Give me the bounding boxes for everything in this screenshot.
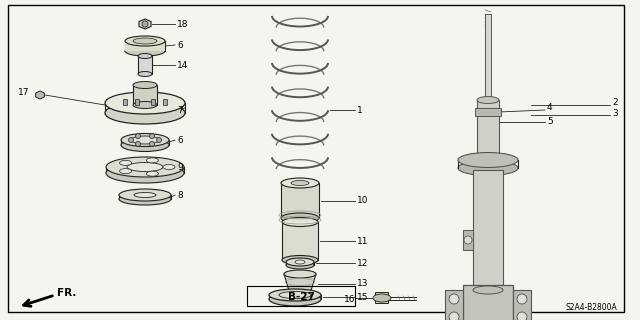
Text: 17: 17 [18, 87, 29, 97]
Circle shape [150, 141, 154, 146]
Bar [151, 99, 155, 105]
Circle shape [517, 294, 527, 304]
Ellipse shape [131, 136, 159, 144]
Bar [125, 41, 165, 51]
Text: B-27: B-27 [287, 292, 314, 302]
Ellipse shape [127, 163, 163, 172]
Ellipse shape [269, 289, 321, 301]
Bar [463, 230, 473, 250]
Ellipse shape [133, 82, 157, 89]
Text: FR.: FR. [57, 288, 76, 298]
Bar [281, 183, 319, 218]
Text: 8: 8 [177, 190, 183, 199]
Ellipse shape [477, 97, 499, 103]
Ellipse shape [286, 258, 314, 266]
Bar [473, 170, 503, 290]
Circle shape [517, 312, 527, 320]
Ellipse shape [473, 286, 503, 294]
Ellipse shape [125, 36, 165, 46]
Text: 9: 9 [177, 163, 183, 172]
Text: 1: 1 [357, 106, 363, 115]
Bar [247, 286, 355, 306]
Text: 5: 5 [547, 116, 553, 125]
Circle shape [157, 138, 161, 142]
Text: 16: 16 [344, 294, 355, 303]
Circle shape [136, 134, 141, 139]
Ellipse shape [125, 46, 165, 56]
Ellipse shape [295, 260, 305, 264]
Text: 4: 4 [547, 102, 552, 111]
Ellipse shape [138, 53, 152, 59]
FancyBboxPatch shape [376, 292, 388, 303]
Ellipse shape [282, 255, 318, 265]
Ellipse shape [121, 133, 169, 147]
Ellipse shape [286, 261, 314, 269]
Text: 12: 12 [357, 259, 369, 268]
Text: 6: 6 [177, 135, 183, 145]
Ellipse shape [373, 294, 391, 302]
Ellipse shape [134, 193, 156, 197]
Text: 18: 18 [177, 20, 189, 28]
Polygon shape [284, 274, 316, 294]
Ellipse shape [106, 157, 184, 177]
Ellipse shape [120, 160, 132, 165]
Ellipse shape [147, 171, 159, 176]
Ellipse shape [147, 158, 159, 163]
Text: 7: 7 [177, 106, 183, 115]
Bar [135, 99, 139, 105]
Text: 11: 11 [357, 236, 369, 245]
Bar [123, 99, 127, 105]
Circle shape [449, 294, 459, 304]
Text: 10: 10 [357, 196, 369, 205]
Bar [475, 108, 501, 116]
Ellipse shape [284, 270, 316, 278]
Ellipse shape [279, 292, 311, 299]
Bar [513, 290, 531, 320]
Polygon shape [36, 91, 44, 99]
Ellipse shape [138, 71, 152, 76]
Ellipse shape [106, 163, 184, 183]
Circle shape [150, 134, 154, 139]
Text: S2A4-B2800A: S2A4-B2800A [565, 303, 617, 313]
Ellipse shape [120, 169, 132, 174]
Circle shape [464, 236, 472, 244]
Bar [282, 222, 318, 260]
Ellipse shape [458, 153, 518, 167]
Ellipse shape [281, 213, 319, 223]
Text: 6: 6 [177, 41, 183, 50]
Bar [133, 85, 157, 105]
Ellipse shape [282, 218, 318, 227]
Ellipse shape [290, 291, 310, 297]
Circle shape [129, 138, 134, 142]
Text: 2: 2 [612, 98, 618, 107]
Ellipse shape [105, 102, 185, 124]
Ellipse shape [291, 180, 309, 186]
Ellipse shape [281, 178, 319, 188]
Ellipse shape [163, 164, 175, 170]
Bar [463, 285, 513, 320]
Circle shape [142, 21, 148, 27]
Text: 3: 3 [612, 108, 618, 117]
Circle shape [449, 312, 459, 320]
Bar [477, 100, 499, 160]
Ellipse shape [119, 189, 171, 201]
Ellipse shape [105, 92, 185, 114]
Ellipse shape [133, 101, 157, 108]
Ellipse shape [133, 38, 157, 44]
Ellipse shape [458, 161, 518, 175]
Bar [445, 290, 463, 320]
Ellipse shape [119, 193, 171, 205]
Bar [138, 56, 152, 74]
Text: 13: 13 [357, 279, 369, 289]
Polygon shape [139, 19, 151, 29]
Circle shape [136, 141, 141, 146]
Ellipse shape [121, 139, 169, 151]
Bar [163, 99, 167, 105]
Ellipse shape [269, 292, 321, 306]
Text: 15: 15 [357, 292, 369, 301]
Bar [485, 14, 491, 114]
Text: 14: 14 [177, 60, 188, 69]
